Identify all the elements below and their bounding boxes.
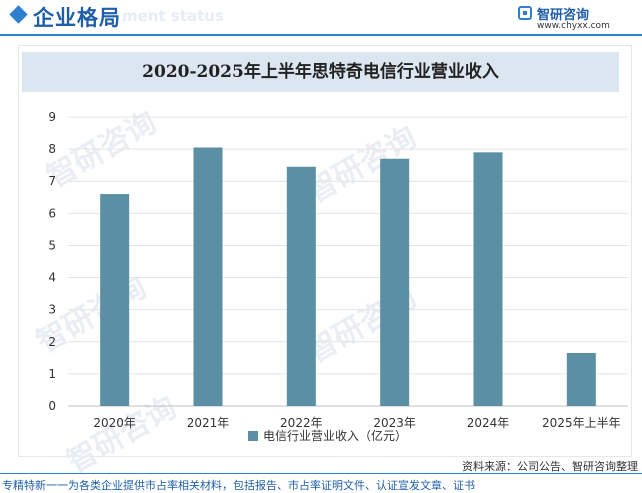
bar bbox=[473, 152, 503, 406]
footer-divider bbox=[0, 473, 642, 474]
chart-title-bar: 2020-2025年上半年思特奇电信行业营业收入 bbox=[22, 52, 619, 92]
y-tick-label: 6 bbox=[48, 206, 56, 220]
logo-icon bbox=[518, 6, 532, 20]
section-title: 企业格局 bbox=[33, 6, 121, 30]
footer-text: 专精特新一一为各类企业提供市占率相关材料，包括报告、市占率证明文件、认证宣发文章… bbox=[2, 479, 475, 492]
page-header: 企业格局 ment status 智研咨询 www.chyxx.com bbox=[0, 0, 642, 34]
y-tick-label: 7 bbox=[48, 174, 56, 188]
y-tick-label: 8 bbox=[48, 142, 56, 156]
bar bbox=[566, 353, 596, 406]
logo-url: www.chyxx.com bbox=[537, 21, 610, 31]
y-tick-label: 9 bbox=[48, 110, 56, 124]
chart-title: 2020-2025年上半年思特奇电信行业营业收入 bbox=[142, 62, 499, 82]
y-tick-label: 2 bbox=[48, 335, 56, 349]
legend-label: 电信行业营业收入（亿元） bbox=[263, 428, 407, 443]
brand-logo: 智研咨询 www.chyxx.com bbox=[512, 3, 632, 35]
bar bbox=[100, 194, 130, 406]
y-tick-label: 4 bbox=[48, 271, 56, 285]
header-divider bbox=[0, 34, 642, 36]
section-subtitle: ment status bbox=[122, 7, 224, 25]
x-tick-label: 2022年 bbox=[280, 416, 323, 430]
logo-name: 智研咨询 bbox=[537, 8, 590, 23]
bar bbox=[286, 166, 316, 406]
x-tick-label: 2023年 bbox=[373, 416, 416, 430]
x-tick-label: 2020年 bbox=[93, 416, 136, 430]
x-tick-label: 2025年上半年 bbox=[542, 416, 621, 430]
bar bbox=[193, 147, 223, 406]
data-source: 资料来源：公司公告、智研咨询整理 bbox=[462, 460, 638, 473]
y-tick-label: 5 bbox=[48, 238, 56, 252]
y-tick-label: 0 bbox=[48, 399, 56, 413]
bar bbox=[380, 158, 410, 406]
legend-swatch bbox=[248, 431, 258, 441]
x-tick-label: 2024年 bbox=[467, 416, 510, 430]
x-tick-label: 2021年 bbox=[187, 416, 230, 430]
y-tick-label: 1 bbox=[48, 367, 56, 381]
y-tick-label: 3 bbox=[48, 303, 56, 317]
